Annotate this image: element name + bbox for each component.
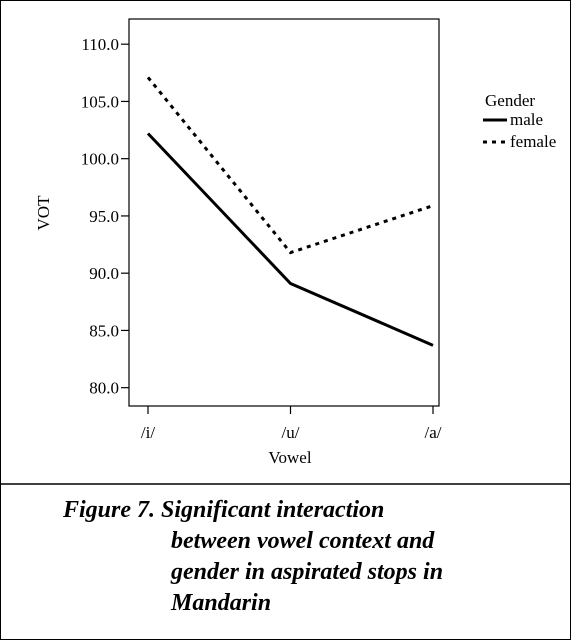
y-tick-label: 100.0 [81,150,119,169]
legend-label: male [510,110,543,129]
y-tick-label: 110.0 [81,35,119,54]
caption-line: Mandarin [171,590,272,616]
y-tick-label: 85.0 [89,321,119,340]
x-axis-label: Vowel [268,448,311,467]
series-line [146,132,434,347]
caption-line: between vowel context and [171,528,435,554]
caption: Figure 7. Significant interaction between… [63,495,563,619]
caption-line: Figure 7. Significant interaction [63,497,385,523]
y-tick-label: 90.0 [89,264,119,283]
y-tick-label: 80.0 [89,379,119,398]
y-tick-label: 105.0 [81,92,119,111]
x-tick-label: /u/ [282,423,300,442]
plot-frame [128,18,440,407]
series-line [146,76,434,255]
x-tick-label: /a/ [425,423,442,442]
caption-line: gender in aspirated stops in [171,559,444,585]
legend-title: Gender [485,91,535,110]
legend-label: female [510,132,556,151]
y-axis-label: VOT [34,195,53,231]
y-tick-label: 95.0 [89,207,119,226]
x-tick-label: /i/ [141,423,155,442]
